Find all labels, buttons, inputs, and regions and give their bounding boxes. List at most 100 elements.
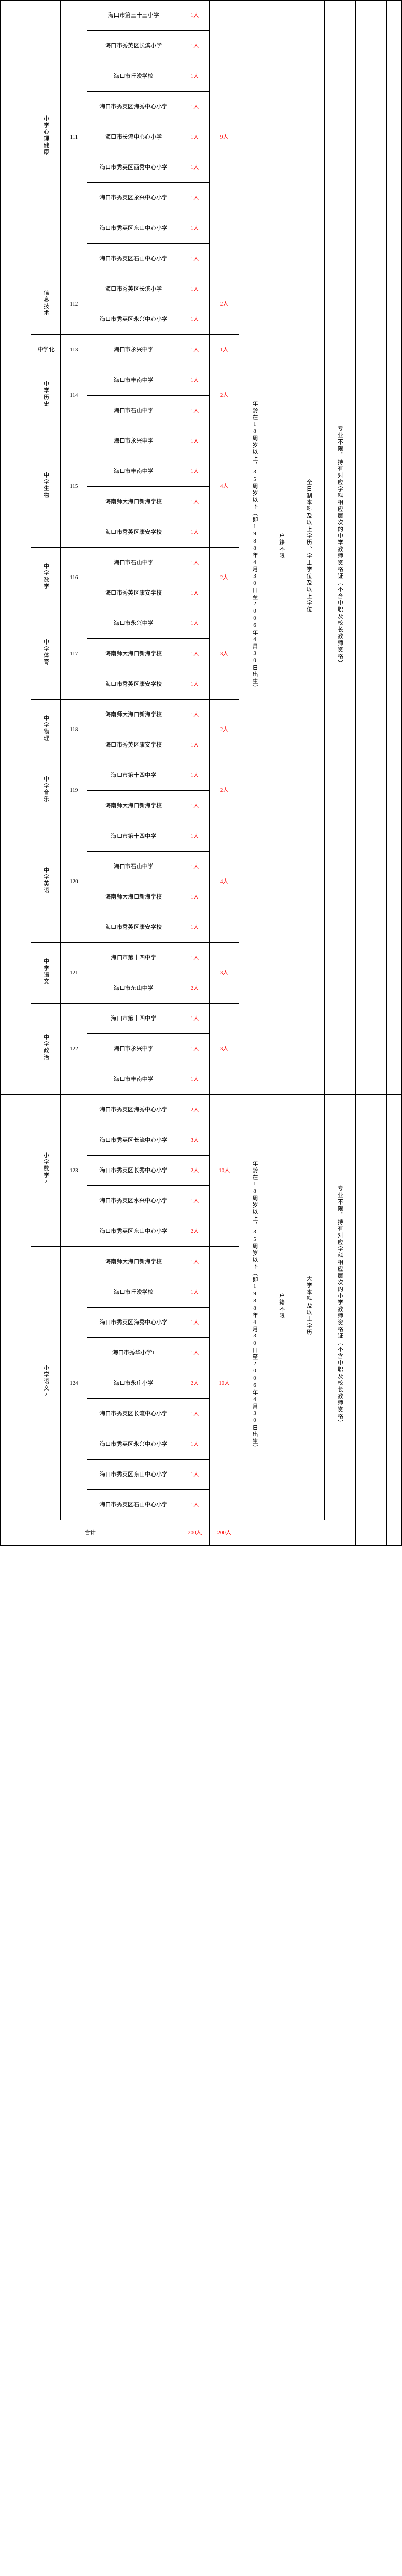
subject-count: 10人	[210, 1095, 239, 1247]
age-req: 年龄在18周岁以上，35周岁以下（即1988年4月30日至2006年4月30日出…	[239, 1095, 270, 1520]
school-name: 海口市秀英区永兴中心小学	[87, 304, 180, 335]
edu-req: 大学本科及以上学历	[293, 1095, 324, 1520]
subject-label: 中学政治	[31, 1004, 61, 1095]
school-name: 海口市秀英区石山中心小学	[87, 244, 180, 274]
subject-count: 10人	[210, 1247, 239, 1520]
recruitment-table: 小学心理健康111海口市第三十三小学1人9人年龄在18周岁以上，35周岁以下（即…	[0, 0, 402, 1546]
school-count: 1人	[180, 365, 209, 396]
subject-label: 中学生物	[31, 426, 61, 548]
school-count: 1人	[180, 152, 209, 183]
school-count: 1人	[180, 456, 209, 487]
subject-label: 小学语文2	[31, 1247, 61, 1520]
subject-label: 小学数学2	[31, 1095, 61, 1247]
total-label: 合计	[1, 1520, 180, 1546]
school-name: 海口市第三十三小学	[87, 1, 180, 31]
total-b: 200人	[210, 1520, 239, 1546]
school-name: 海口市丘浚学校	[87, 61, 180, 92]
school-name: 海口市秀英区海秀中心小学	[87, 92, 180, 122]
school-name: 海口市第十四中学	[87, 1004, 180, 1034]
subject-code: 119	[61, 760, 87, 821]
school-count: 3人	[180, 1125, 209, 1156]
subject-code: 112	[61, 274, 87, 335]
school-name: 海口市秀英区康安学校	[87, 912, 180, 943]
subject-label: 小学心理健康	[31, 1, 61, 274]
subject-count: 1人	[210, 335, 239, 365]
subject-code: 118	[61, 700, 87, 760]
subject-code: 117	[61, 608, 87, 700]
subject-code: 122	[61, 1004, 87, 1095]
subject-count: 4人	[210, 426, 239, 548]
school-name: 海口市秀英区东山中心小学	[87, 1216, 180, 1247]
school-count: 1人	[180, 639, 209, 669]
subject-label: 中学体育	[31, 608, 61, 700]
school-name: 海口市秀英区长滨小学	[87, 31, 180, 61]
school-name: 海口市秀英区西秀中心小学	[87, 152, 180, 183]
subject-count: 4人	[210, 821, 239, 943]
subject-count: 2人	[210, 700, 239, 760]
school-name: 海口市石山中学	[87, 396, 180, 426]
subject-count: 2人	[210, 760, 239, 821]
school-count: 1人	[180, 1186, 209, 1216]
school-name: 海口市秀英区长流中心小学	[87, 1125, 180, 1156]
school-name: 海口市第十四中学	[87, 821, 180, 852]
school-name: 海口市石山中学	[87, 548, 180, 578]
school-count: 1人	[180, 730, 209, 760]
subject-count: 2人	[210, 365, 239, 426]
school-count: 1人	[180, 304, 209, 335]
school-count: 1人	[180, 1460, 209, 1490]
subject-code: 115	[61, 426, 87, 548]
school-name: 海口市长流中心心小学	[87, 122, 180, 152]
school-name: 海口市永兴中学	[87, 608, 180, 639]
school-name: 海口市秀英区石山中心小学	[87, 1490, 180, 1520]
unit-col	[1, 1095, 31, 1520]
school-count: 1人	[180, 335, 209, 365]
subject-code: 116	[61, 548, 87, 608]
school-count: 1人	[180, 244, 209, 274]
hukou-req: 户籍不限	[270, 1, 293, 1095]
school-count: 1人	[180, 31, 209, 61]
school-count: 1人	[180, 122, 209, 152]
school-name: 海口市东山中学	[87, 973, 180, 1004]
school-name: 海口市永兴中学	[87, 1034, 180, 1064]
school-name: 海南师大海口新海学校	[87, 882, 180, 912]
school-count: 1人	[180, 274, 209, 304]
subject-count: 3人	[210, 1004, 239, 1095]
subject-code: 111	[61, 1, 87, 274]
unit-col	[1, 1, 31, 1095]
school-count: 1人	[180, 700, 209, 730]
school-count: 1人	[180, 1004, 209, 1034]
school-name: 海南师大海口新海学校	[87, 487, 180, 517]
school-name: 海口市丰南中学	[87, 1064, 180, 1095]
school-count: 1人	[180, 821, 209, 852]
school-name: 海口市秀英区海秀中心小学	[87, 1095, 180, 1125]
school-count: 1人	[180, 1399, 209, 1429]
school-name: 海南师大海口新海学校	[87, 791, 180, 821]
school-count: 2人	[180, 1368, 209, 1399]
school-name: 海口市丰南中学	[87, 365, 180, 396]
subject-label: 中学历史	[31, 365, 61, 426]
school-count: 1人	[180, 1277, 209, 1308]
school-count: 1人	[180, 1, 209, 31]
school-count: 1人	[180, 183, 209, 213]
subject-code: 120	[61, 821, 87, 943]
school-count: 1人	[180, 1429, 209, 1460]
school-count: 1人	[180, 1247, 209, 1277]
school-name: 海口市第十四中学	[87, 943, 180, 973]
school-count: 1人	[180, 487, 209, 517]
school-count: 1人	[180, 92, 209, 122]
school-name: 海南师大海口新海学校	[87, 700, 180, 730]
subject-code: 123	[61, 1095, 87, 1247]
school-name: 海口市秀英区海秀中心小学	[87, 1308, 180, 1338]
subject-count: 2人	[210, 548, 239, 608]
school-count: 2人	[180, 1156, 209, 1186]
subject-label: 中学音乐	[31, 760, 61, 821]
subject-count: 2人	[210, 274, 239, 335]
school-count: 1人	[180, 213, 209, 244]
school-count: 2人	[180, 1216, 209, 1247]
subject-count: 3人	[210, 943, 239, 1004]
school-count: 1人	[180, 1034, 209, 1064]
school-name: 海口市丘浚学校	[87, 1277, 180, 1308]
school-count: 2人	[180, 1095, 209, 1125]
school-name: 海口市秀英区康安学校	[87, 517, 180, 548]
school-count: 1人	[180, 578, 209, 608]
